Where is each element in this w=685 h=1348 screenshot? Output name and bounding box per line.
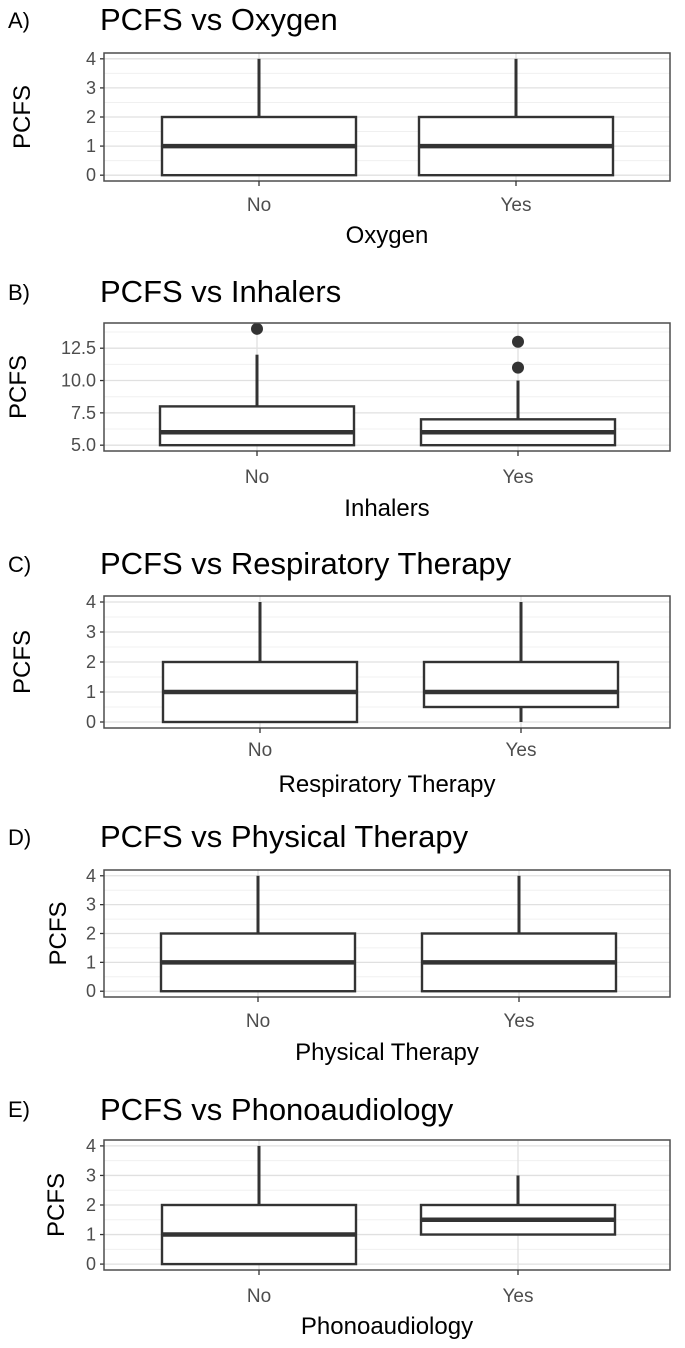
panel-letter: E) — [8, 1097, 30, 1122]
chart-panel-a: A) PCFS vs Oxygen 0 1 2 3 4 No Yes Oxygen PCFS — [8, 2, 671, 249]
x-tick-label: No — [246, 1011, 270, 1032]
y-axis-label: PCFS — [9, 85, 36, 149]
x-axis-label: Phonoaudiology — [301, 1313, 473, 1340]
panel-letter: B) — [8, 280, 30, 305]
y-tick-label: 3 — [86, 1165, 96, 1185]
chart-panel-d: D) PCFS vs Physical Therapy 0 1 2 3 4 No Yes Phys… — [8, 819, 671, 1066]
y-tick-label: 2 — [86, 107, 96, 127]
y-tick-label: 0 — [86, 1254, 96, 1274]
outlier-point — [251, 322, 263, 335]
chart-panel-e: E) PCFS vs Phonoaudiology 0 1 2 3 4 No Yes Phonoa… — [8, 1092, 671, 1340]
box-iqr — [422, 660, 620, 709]
y-tick-label: 0 — [86, 981, 96, 1001]
y-axis-label: PCFS — [5, 355, 32, 419]
box-iqr — [158, 405, 356, 447]
x-tick-label: No — [245, 467, 269, 488]
x-axis-label: Inhalers — [344, 495, 429, 522]
x-axis-label: Respiratory Therapy — [279, 771, 496, 798]
y-tick-label: 4 — [86, 1136, 96, 1156]
y-tick-label: 7.5 — [71, 403, 96, 423]
panel-letter: C) — [8, 552, 31, 577]
y-tick-label: 5.0 — [71, 435, 96, 455]
x-tick-label: No — [247, 1286, 271, 1307]
panel-border — [103, 322, 671, 452]
y-tick-label: 0 — [86, 165, 96, 185]
y-tick-label: 2 — [86, 924, 96, 944]
y-tick-label: 12.5 — [61, 338, 96, 358]
panel-border — [103, 52, 671, 182]
x-tick-label: Yes — [504, 1011, 535, 1032]
y-tick-label: 1 — [86, 1225, 96, 1245]
y-tick-label: 3 — [86, 78, 96, 98]
x-tick-label: Yes — [503, 1286, 534, 1307]
y-tick-label: 3 — [86, 622, 96, 642]
chart-title: PCFS vs Respiratory Therapy — [100, 546, 512, 581]
x-axis-label: Oxygen — [346, 222, 429, 249]
x-tick-label: Yes — [501, 195, 532, 216]
y-axis-label: PCFS — [45, 901, 72, 965]
x-tick-label: No — [247, 195, 271, 216]
panel-border — [103, 595, 671, 729]
y-axis-label: PCFS — [9, 630, 36, 694]
chart-title: PCFS vs Phonoaudiology — [100, 1092, 454, 1127]
chart-title: PCFS vs Inhalers — [100, 274, 341, 309]
x-tick-label: No — [248, 740, 272, 761]
panel-letter: A) — [8, 8, 30, 33]
y-tick-label: 1 — [86, 136, 96, 156]
y-tick-label: 2 — [86, 652, 96, 672]
y-tick-label: 2 — [86, 1195, 96, 1215]
x-axis-label: Physical Therapy — [295, 1039, 479, 1066]
x-tick-label: Yes — [506, 740, 537, 761]
chart-panel-c: C) PCFS vs Respiratory Therapy 0 1 2 3 4 No Yes R… — [8, 546, 671, 798]
outlier-point — [512, 361, 524, 374]
panel-border — [103, 869, 671, 998]
outlier-point — [512, 335, 524, 348]
chart-panel-b: B) PCFS vs Inhalers 5.0 7.5 10.0 12.5 No Yes Inh… — [5, 274, 671, 522]
y-tick-label: 4 — [86, 49, 96, 69]
panel-border — [103, 1139, 671, 1271]
chart-title: PCFS vs Physical Therapy — [100, 819, 469, 854]
y-tick-label: 4 — [86, 592, 96, 612]
y-tick-label: 3 — [86, 895, 96, 915]
y-tick-label: 0 — [86, 712, 96, 732]
y-tick-label: 1 — [86, 682, 96, 702]
y-tick-label: 4 — [86, 866, 96, 886]
chart-title: PCFS vs Oxygen — [100, 2, 338, 37]
x-tick-label: Yes — [503, 467, 534, 488]
panel-letter: D) — [8, 825, 31, 850]
y-tick-label: 1 — [86, 952, 96, 972]
y-axis-label: PCFS — [43, 1173, 70, 1237]
y-tick-label: 10.0 — [61, 371, 96, 391]
